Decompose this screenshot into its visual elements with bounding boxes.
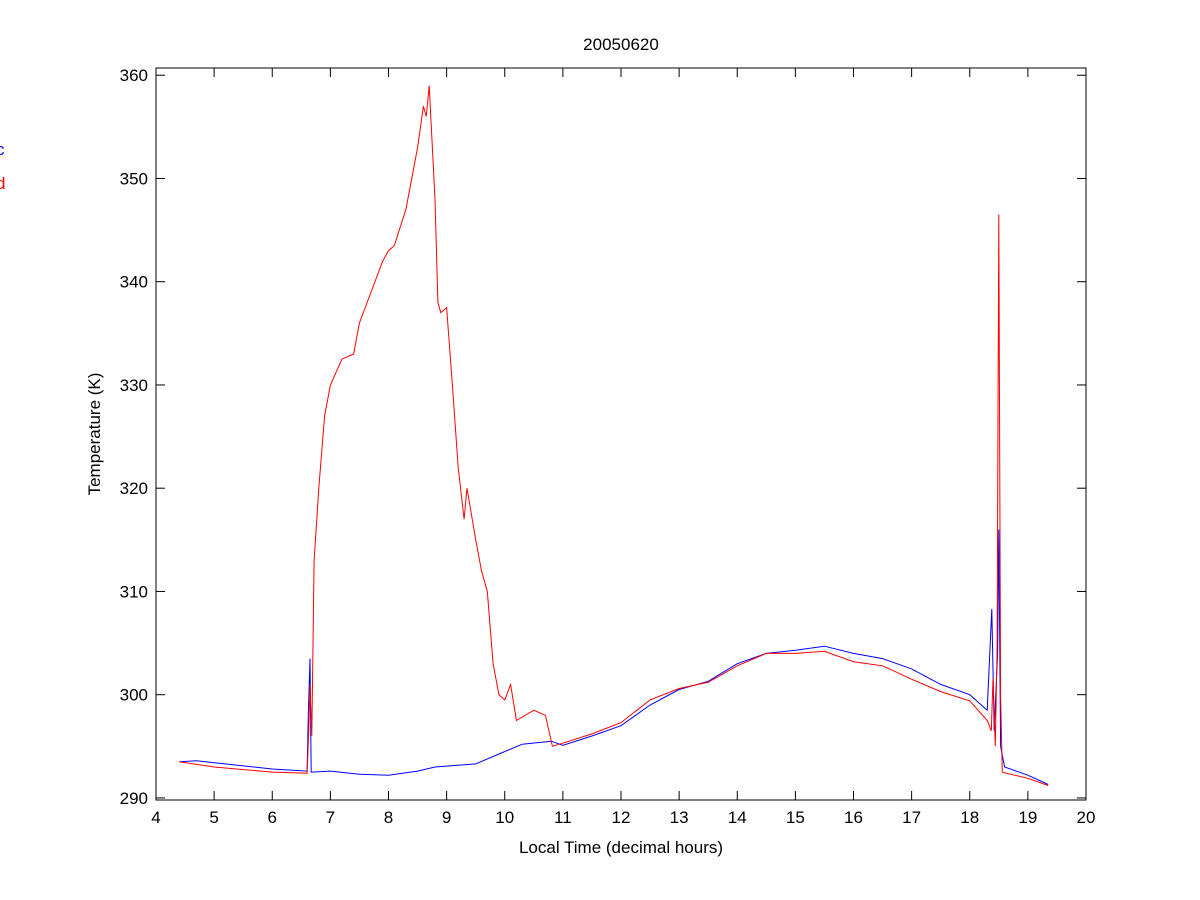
x-tick-label: 18 bbox=[960, 808, 979, 827]
legend-entry-d: d bbox=[0, 174, 5, 193]
x-tick-label: 11 bbox=[554, 808, 572, 827]
x-tick-label: 6 bbox=[268, 808, 277, 827]
series-line-c bbox=[179, 529, 1049, 785]
x-axis-label: Local Time (decimal hours) bbox=[519, 838, 723, 857]
x-tick-label: 14 bbox=[728, 808, 747, 827]
x-tick-label: 13 bbox=[670, 808, 689, 827]
x-tick-label: 7 bbox=[326, 808, 335, 827]
y-tick-label: 350 bbox=[120, 169, 148, 188]
x-tick-label: 4 bbox=[151, 808, 160, 827]
y-tick-label: 310 bbox=[120, 582, 148, 601]
y-tick-label: 330 bbox=[120, 376, 148, 395]
x-tick-label: 10 bbox=[495, 808, 514, 827]
y-tick-label: 340 bbox=[120, 273, 148, 292]
y-tick-label: 290 bbox=[120, 789, 148, 808]
y-tick-label: 300 bbox=[120, 686, 148, 705]
y-axis-label: Temperature (K) bbox=[85, 373, 104, 496]
legend-entry-c: c bbox=[0, 140, 5, 159]
y-tick-label: 320 bbox=[120, 479, 148, 498]
x-tick-label: 17 bbox=[902, 808, 921, 827]
y-tick-label: 360 bbox=[120, 66, 148, 85]
series-line-d bbox=[179, 85, 1049, 786]
x-tick-label: 5 bbox=[209, 808, 218, 827]
x-tick-label: 12 bbox=[612, 808, 631, 827]
x-tick-label: 15 bbox=[786, 808, 805, 827]
x-tick-label: 9 bbox=[442, 808, 451, 827]
x-tick-label: 19 bbox=[1018, 808, 1037, 827]
chart-title: 20050620 bbox=[583, 35, 659, 54]
x-tick-label: 16 bbox=[844, 808, 863, 827]
plot-frame bbox=[155, 67, 1087, 801]
x-tick-label: 20 bbox=[1077, 808, 1096, 827]
x-tick-label: 8 bbox=[384, 808, 393, 827]
